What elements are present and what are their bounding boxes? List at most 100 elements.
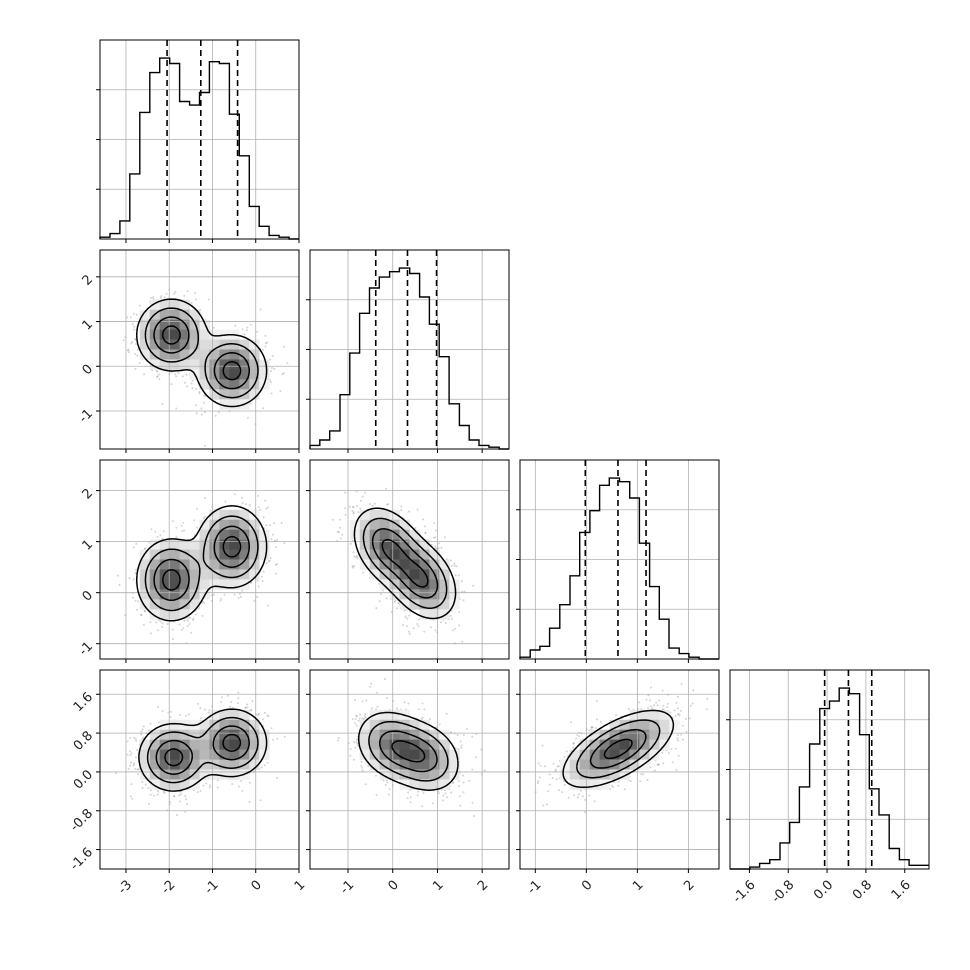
scatter-point [266,506,269,509]
scatter-point [173,795,176,798]
scatter-point [243,333,246,336]
density-cell [219,729,230,741]
density-cell [219,719,230,731]
scatter-point [190,302,193,304]
density-cell [159,339,171,350]
scatter-point [575,737,578,740]
density-cell [179,579,190,590]
scatter-point [149,621,152,624]
scatter-point [442,794,445,797]
scatter-point [191,379,194,382]
scatter-point [219,599,222,602]
histogram-step-line [99,57,299,240]
density-cell [239,529,250,540]
scatter-point [203,394,206,397]
scatter-point [230,701,233,703]
density-cell [229,359,240,370]
scatter-point [537,782,539,785]
scatter-point [437,792,440,795]
contour-line [589,728,647,769]
density-cell [429,609,440,620]
scatter-point [216,786,219,789]
density-cell [409,729,420,741]
scatter-point [220,597,223,600]
scatter-point [416,508,419,511]
scatter-point [134,572,137,575]
scatter-point [336,530,339,533]
scatter-point [130,342,133,345]
scatter-point [434,529,437,532]
scatter-point [226,694,229,697]
density-cell [439,749,450,760]
density-cell [189,539,200,550]
scatter-point [655,701,658,704]
density-cell [139,339,151,350]
scatter-point [452,629,454,632]
scatter-point [241,502,244,505]
scatter-point [134,767,137,770]
density-cell [219,399,230,410]
scatter-point [237,697,240,700]
scatter-point [431,802,434,805]
scatter-point [567,796,570,799]
scatter-point [420,718,423,720]
density-cell [169,759,180,770]
density-cell [159,299,171,311]
contour-line [603,738,633,760]
scatter-point [675,701,678,704]
density-cell [159,539,171,550]
contour-line [138,708,268,792]
scatter-point [282,372,285,375]
scatter-point [184,795,187,798]
density-cell [379,729,390,741]
scatter-point [352,551,355,554]
scatter-point [272,738,274,741]
scatter-point [668,752,670,755]
density-cell [169,609,180,620]
density-cell [219,379,230,390]
density-cell [139,769,151,780]
density-cell [249,349,260,360]
density-cell [419,739,430,750]
scatter-point [162,530,165,533]
scatter-point [195,298,197,301]
contour-line [161,535,242,591]
scatter-point [552,762,555,765]
scatter-point [161,622,164,625]
scatter-point [456,733,459,736]
scatter-point [264,334,267,337]
density-cell [659,729,670,741]
scatter-point [374,774,377,777]
density-cell [429,739,440,750]
density-cell [369,519,381,531]
scatter-point [144,783,147,786]
scatter-point [248,800,251,803]
scatter-point [262,407,265,410]
density-cell [239,359,250,370]
scatter-point [674,747,677,750]
contour-line [353,507,457,620]
scatter-point [408,510,411,513]
scatter-point [200,413,203,416]
scatter-point [652,704,655,707]
scatter-point [653,769,656,772]
density-cell [439,579,450,590]
density-cell [389,549,400,560]
scatter-point [127,348,130,351]
scatter-point [590,726,593,729]
density-cell [199,759,210,770]
scatter-point [647,706,649,709]
density-cell [609,739,620,750]
density-cell [249,529,260,540]
scatter-point [187,713,190,716]
density-cell [369,729,381,741]
scatter-point [359,499,362,502]
scatter-point [352,505,355,508]
density-cell [209,529,220,540]
scatter-point [159,296,162,299]
contour-line [562,709,675,789]
density-cell [209,579,220,590]
scatter-point [384,783,387,786]
density-cell [379,709,390,721]
scatter-point [421,716,424,719]
